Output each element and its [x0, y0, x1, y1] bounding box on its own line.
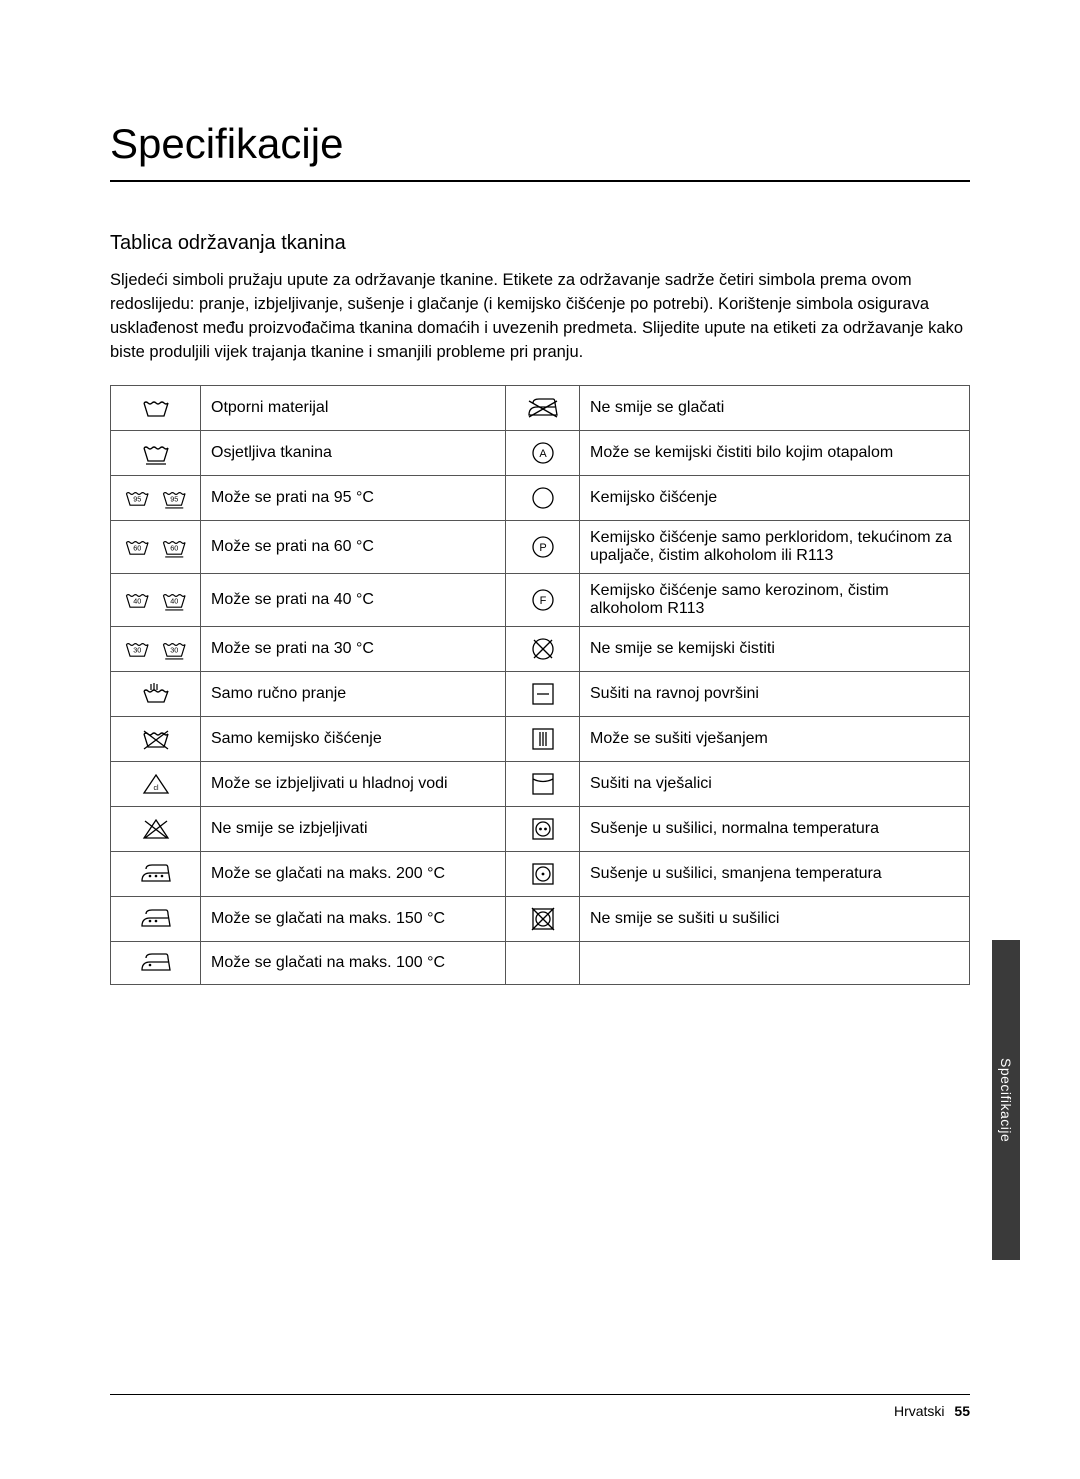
- svg-text:F: F: [539, 595, 546, 607]
- tumble-low-icon: [506, 851, 580, 896]
- left-description: Može se izbjeljivati u hladnoj vodi: [201, 761, 506, 806]
- wash-40-icon: 40 40: [111, 573, 201, 626]
- right-description: Ne smije se kemijski čistiti: [580, 626, 970, 671]
- footer-page-number: 55: [954, 1403, 970, 1419]
- left-description: Može se glačati na maks. 200 °C: [201, 851, 506, 896]
- svg-text:60: 60: [170, 543, 178, 552]
- subheading: Tablica održavanja tkanina: [110, 232, 970, 255]
- dry-flat-icon: [506, 671, 580, 716]
- dry-drip-icon: [506, 761, 580, 806]
- table-row: Može se glačati na maks. 200 °C Sušenje u…: [111, 851, 970, 896]
- empty-icon: [506, 941, 580, 984]
- right-description: Može se sušiti vješanjem: [580, 716, 970, 761]
- table-row: Može se glačati na maks. 100 °C: [111, 941, 970, 984]
- svg-text:95: 95: [170, 494, 178, 503]
- svg-text:A: A: [539, 448, 547, 460]
- no-tumble-icon: [506, 896, 580, 941]
- table-row: Otporni materijal Ne smije se glačati: [111, 385, 970, 430]
- left-description: Osjetljiva tkanina: [201, 430, 506, 475]
- svg-text:cl: cl: [153, 785, 159, 792]
- table-row: Ne smije se izbjeljivati Sušenje u sušili…: [111, 806, 970, 851]
- svg-text:30: 30: [170, 645, 178, 654]
- no-wash-icon: [111, 716, 201, 761]
- right-description: Sušiti na ravnoj površini: [580, 671, 970, 716]
- section-side-tab: Specifikacije: [992, 940, 1020, 1260]
- iron-2-icon: [111, 896, 201, 941]
- table-row: 40 40 Može se prati na 40 °C F Kemijsko čišć…: [111, 573, 970, 626]
- wash-delicate-icon: [111, 430, 201, 475]
- left-description: Može se prati na 95 °C: [201, 475, 506, 520]
- right-description: Sušenje u sušilici, smanjena temperatura: [580, 851, 970, 896]
- iron-1-icon: [111, 941, 201, 984]
- right-description: Može se kemijski čistiti bilo kojim otap…: [580, 430, 970, 475]
- table-row: Osjetljiva tkanina A Može se kemijski čist…: [111, 430, 970, 475]
- right-description: Sušiti na vješalici: [580, 761, 970, 806]
- right-description: Ne smije se glačati: [580, 385, 970, 430]
- right-description: Ne smije se sušiti u sušilici: [580, 896, 970, 941]
- page-title: Specifikacije: [110, 120, 970, 168]
- svg-text:40: 40: [170, 596, 178, 605]
- left-description: Samo kemijsko čišćenje: [201, 716, 506, 761]
- right-description: Kemijsko čišćenje samo kerozinom, čistim…: [580, 573, 970, 626]
- footer-rule: [110, 1394, 970, 1395]
- circle-F-icon: F: [506, 573, 580, 626]
- wash-30-icon: 30 30: [111, 626, 201, 671]
- svg-text:P: P: [539, 542, 546, 554]
- left-description: Može se prati na 30 °C: [201, 626, 506, 671]
- side-tab-label: Specifikacije: [998, 1058, 1014, 1142]
- table-row: 60 60 Može se prati na 60 °C P Kemijsko čišć…: [111, 520, 970, 573]
- wash-60-icon: 60 60: [111, 520, 201, 573]
- table-row: Može se glačati na maks. 150 °C Ne smije …: [111, 896, 970, 941]
- care-table: Otporni materijal Ne smije se glačatiOsj…: [110, 385, 970, 985]
- tumble-normal-icon: [506, 806, 580, 851]
- wash-95-icon: 95 95: [111, 475, 201, 520]
- bleach-cl-icon: cl: [111, 761, 201, 806]
- svg-text:40: 40: [133, 596, 141, 605]
- svg-text:30: 30: [133, 645, 141, 654]
- intro-paragraph: Sljedeći simboli pružaju upute za održav…: [110, 269, 970, 365]
- table-row: 95 95 Može se prati na 95 °C Kemijsko čišće…: [111, 475, 970, 520]
- hand-wash-icon: [111, 671, 201, 716]
- right-description: Kemijsko čišćenje: [580, 475, 970, 520]
- right-description: Kemijsko čišćenje samo perkloridom, teku…: [580, 520, 970, 573]
- wash-strong-icon: [111, 385, 201, 430]
- left-description: Otporni materijal: [201, 385, 506, 430]
- circle-x-icon: [506, 626, 580, 671]
- svg-text:95: 95: [133, 494, 141, 503]
- left-description: Može se prati na 40 °C: [201, 573, 506, 626]
- left-description: Može se glačati na maks. 150 °C: [201, 896, 506, 941]
- page-footer: Hrvatski 55: [110, 1394, 970, 1419]
- table-row: cl Može se izbjeljivati u hladnoj vodi Suš…: [111, 761, 970, 806]
- circle-icon: [506, 475, 580, 520]
- dry-hang-icon: [506, 716, 580, 761]
- no-bleach-icon: [111, 806, 201, 851]
- right-description: [580, 941, 970, 984]
- circle-P-icon: P: [506, 520, 580, 573]
- left-description: Može se prati na 60 °C: [201, 520, 506, 573]
- table-row: Samo kemijsko čišćenje Može se sušiti vje…: [111, 716, 970, 761]
- no-iron-icon: [506, 385, 580, 430]
- right-description: Sušenje u sušilici, normalna temperatura: [580, 806, 970, 851]
- svg-text:60: 60: [133, 543, 141, 552]
- left-description: Ne smije se izbjeljivati: [201, 806, 506, 851]
- left-description: Može se glačati na maks. 100 °C: [201, 941, 506, 984]
- circle-A-icon: A: [506, 430, 580, 475]
- table-row: 30 30 Može se prati na 30 °C Ne smije se ke…: [111, 626, 970, 671]
- left-description: Samo ručno pranje: [201, 671, 506, 716]
- table-row: Samo ručno pranje Sušiti na ravnoj površi…: [111, 671, 970, 716]
- iron-3-icon: [111, 851, 201, 896]
- title-rule: [110, 180, 970, 182]
- footer-language: Hrvatski: [894, 1403, 945, 1419]
